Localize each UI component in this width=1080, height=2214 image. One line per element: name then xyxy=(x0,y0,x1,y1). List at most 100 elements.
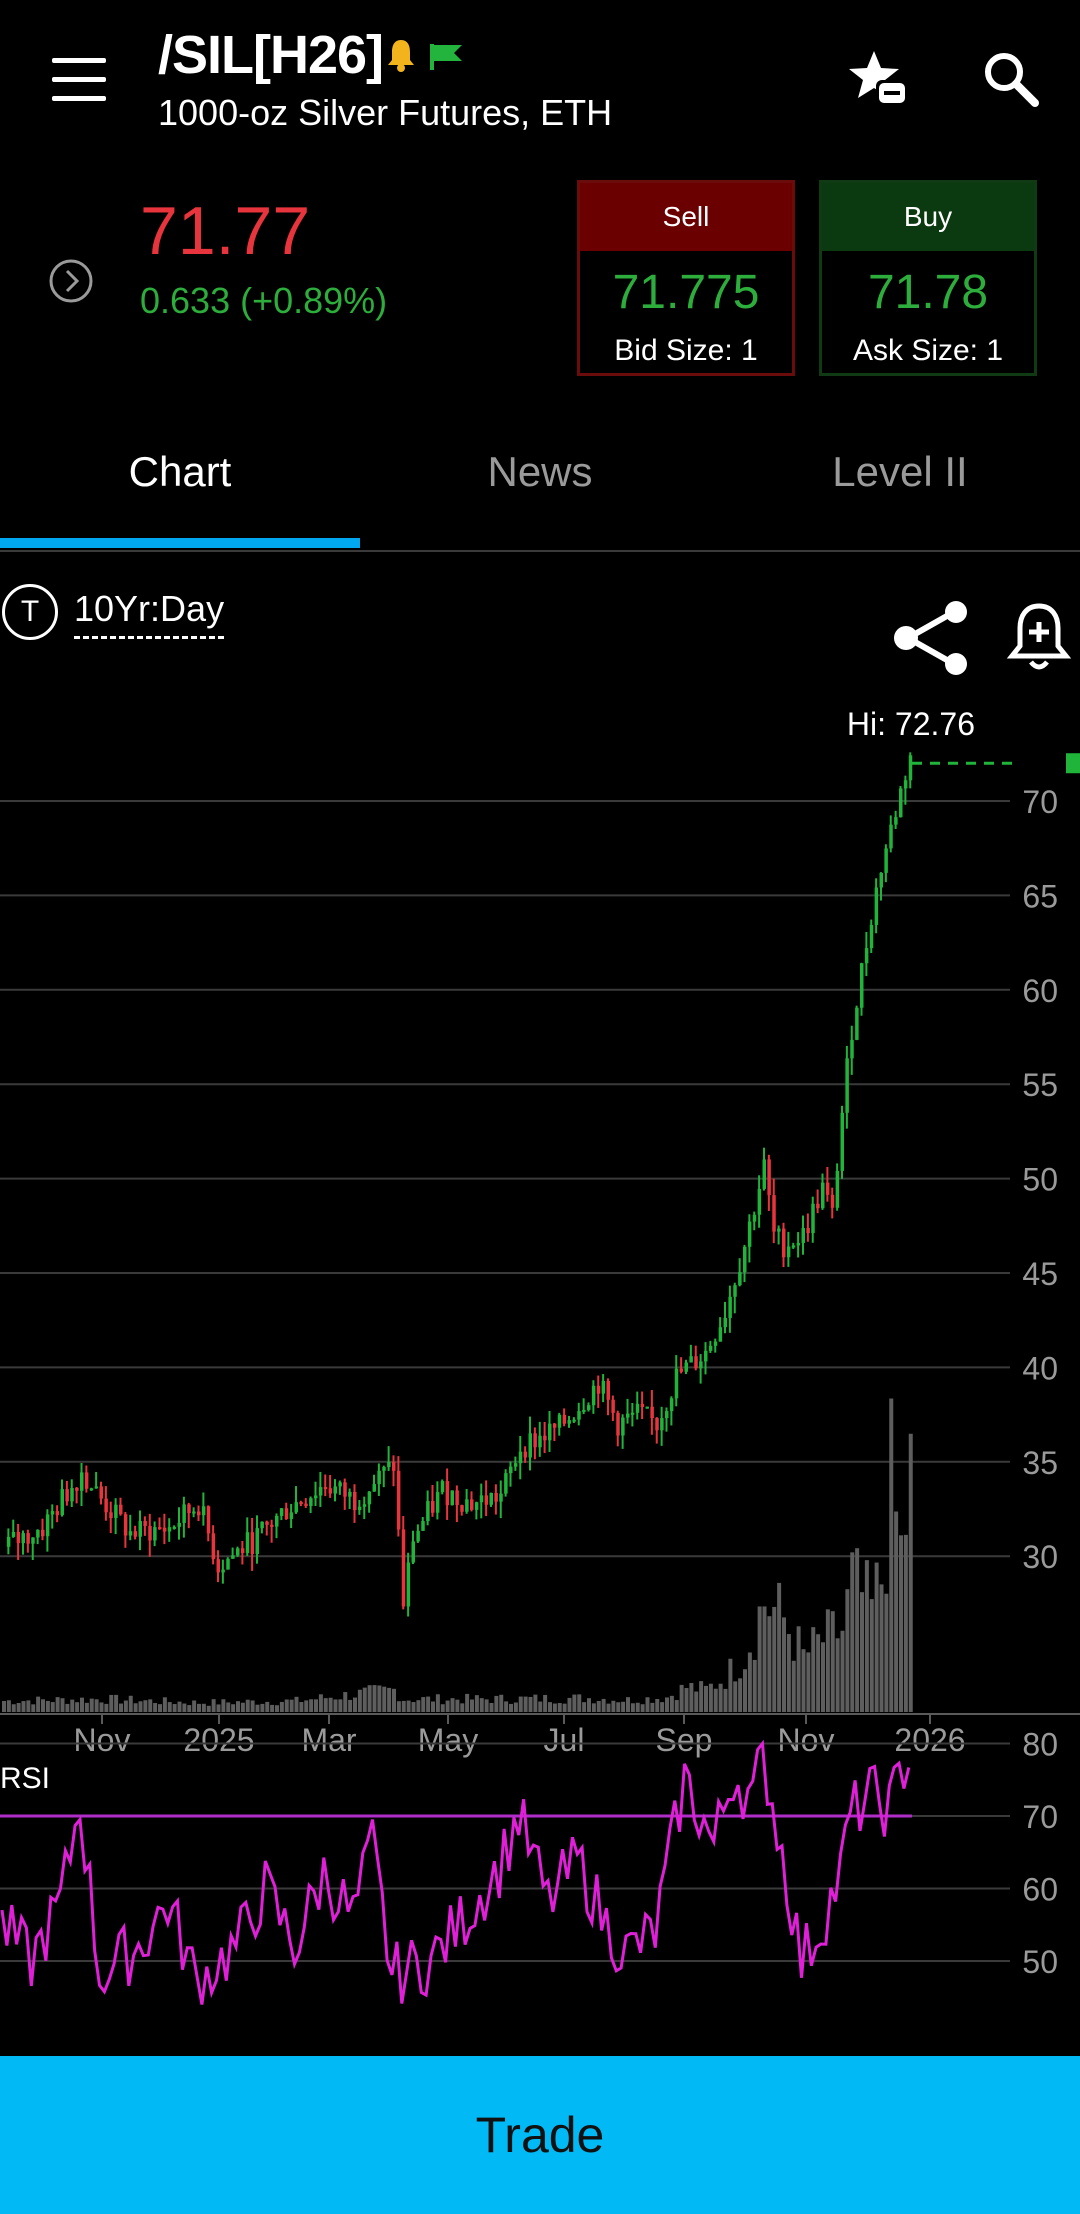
volume-bar xyxy=(518,1696,523,1712)
candle xyxy=(133,1531,138,1537)
volume-bar xyxy=(489,1702,494,1712)
menu-icon[interactable] xyxy=(52,58,106,102)
volume-bar xyxy=(626,1697,630,1712)
tab-chart[interactable]: Chart xyxy=(128,448,232,495)
share-icon[interactable] xyxy=(892,600,972,676)
volume-bar xyxy=(684,1688,689,1712)
candle xyxy=(572,1419,576,1422)
volume-bar xyxy=(84,1702,89,1712)
tab-news[interactable]: News xyxy=(487,448,593,495)
volume-bar xyxy=(689,1683,694,1712)
candle xyxy=(879,872,883,888)
candle xyxy=(821,1182,825,1209)
candle xyxy=(104,1498,108,1513)
drawing-tools-button[interactable]: T xyxy=(2,584,58,640)
candle xyxy=(338,1482,342,1487)
candle xyxy=(192,1511,196,1514)
candle xyxy=(723,1317,727,1328)
volume-bar xyxy=(509,1703,513,1712)
candle xyxy=(513,1463,518,1467)
candle xyxy=(318,1487,323,1496)
candle xyxy=(757,1188,762,1215)
volume-bar xyxy=(240,1702,245,1712)
volume-bar xyxy=(899,1535,903,1712)
volume-bar xyxy=(245,1699,250,1712)
high-label: Hi: 72.76 xyxy=(847,706,975,742)
candle xyxy=(626,1413,630,1418)
volume-bar xyxy=(377,1685,382,1712)
volume-bar xyxy=(348,1699,353,1712)
volume-bar xyxy=(440,1704,445,1712)
volume-bar xyxy=(182,1703,187,1712)
candle xyxy=(621,1417,625,1436)
candle xyxy=(245,1532,250,1554)
candle xyxy=(557,1414,562,1428)
volume-bar xyxy=(211,1699,216,1712)
add-alert-icon[interactable] xyxy=(1006,600,1072,676)
candle xyxy=(167,1527,172,1532)
volume-bar xyxy=(11,1704,16,1712)
volume-bar xyxy=(733,1681,738,1712)
volume-bar xyxy=(382,1686,387,1712)
volume-bar xyxy=(718,1683,723,1712)
candle xyxy=(591,1385,596,1406)
volume-bar xyxy=(80,1697,84,1712)
y-tick-label: 45 xyxy=(1022,1256,1058,1292)
volume-bar xyxy=(50,1702,55,1712)
chevron-right-circle-icon[interactable] xyxy=(48,258,94,304)
tab-level-ii[interactable]: Level II xyxy=(832,448,968,495)
volume-bar xyxy=(538,1701,543,1712)
candle xyxy=(226,1558,230,1570)
candle xyxy=(474,1502,479,1510)
volume-bar xyxy=(908,1433,913,1712)
candle xyxy=(89,1488,94,1491)
candle xyxy=(747,1221,752,1247)
candle xyxy=(392,1461,396,1471)
y-tick-label: 50 xyxy=(1022,1162,1058,1198)
price-chart[interactable]: 70 65 60 55 50 45 40 35 30 Nov 2025 Mar May Jul Sep Nov… xyxy=(0,690,1080,2056)
volume-bar xyxy=(752,1659,757,1712)
candle xyxy=(772,1195,776,1232)
candle xyxy=(143,1521,147,1526)
volume-bar xyxy=(465,1693,470,1712)
volume-bar xyxy=(128,1695,133,1712)
candle xyxy=(635,1403,640,1413)
candle xyxy=(236,1548,240,1556)
candle xyxy=(148,1525,152,1541)
volume-bar xyxy=(669,1695,674,1712)
flag-icon[interactable] xyxy=(428,42,464,72)
buy-button[interactable]: Buy 71.78 Ask Size: 1 xyxy=(819,180,1037,376)
volume-bar xyxy=(548,1702,552,1712)
candle xyxy=(874,887,879,925)
candle xyxy=(860,963,864,1008)
trade-button[interactable]: Trade xyxy=(0,2056,1080,2214)
volume-bar xyxy=(577,1694,582,1712)
candle xyxy=(401,1529,406,1607)
last-price-marker xyxy=(1066,753,1080,774)
bell-icon[interactable] xyxy=(386,38,416,72)
candle xyxy=(445,1481,450,1506)
sell-button[interactable]: Sell 71.775 Bid Size: 1 xyxy=(577,180,795,376)
candle xyxy=(372,1484,376,1492)
candle xyxy=(367,1491,372,1505)
volume-bar xyxy=(499,1694,504,1712)
candle xyxy=(796,1242,801,1246)
volume-bar xyxy=(874,1562,879,1712)
chart-period-selector[interactable]: 10Yr:Day xyxy=(74,588,225,639)
volume-bar xyxy=(284,1699,289,1712)
candle xyxy=(279,1508,284,1516)
candle xyxy=(362,1504,367,1507)
candle xyxy=(889,824,893,849)
buy-label: Buy xyxy=(822,183,1034,251)
candle xyxy=(743,1246,747,1273)
volume-bar xyxy=(309,1699,314,1712)
volume-bar xyxy=(777,1582,782,1712)
candle xyxy=(465,1499,469,1512)
search-icon[interactable] xyxy=(982,50,1040,108)
candle xyxy=(75,1487,79,1491)
watchlist-add-icon[interactable] xyxy=(846,48,912,110)
volume-bar xyxy=(616,1702,621,1712)
candle xyxy=(548,1423,552,1441)
volume-bar xyxy=(275,1705,279,1712)
volume-bar xyxy=(372,1685,377,1712)
